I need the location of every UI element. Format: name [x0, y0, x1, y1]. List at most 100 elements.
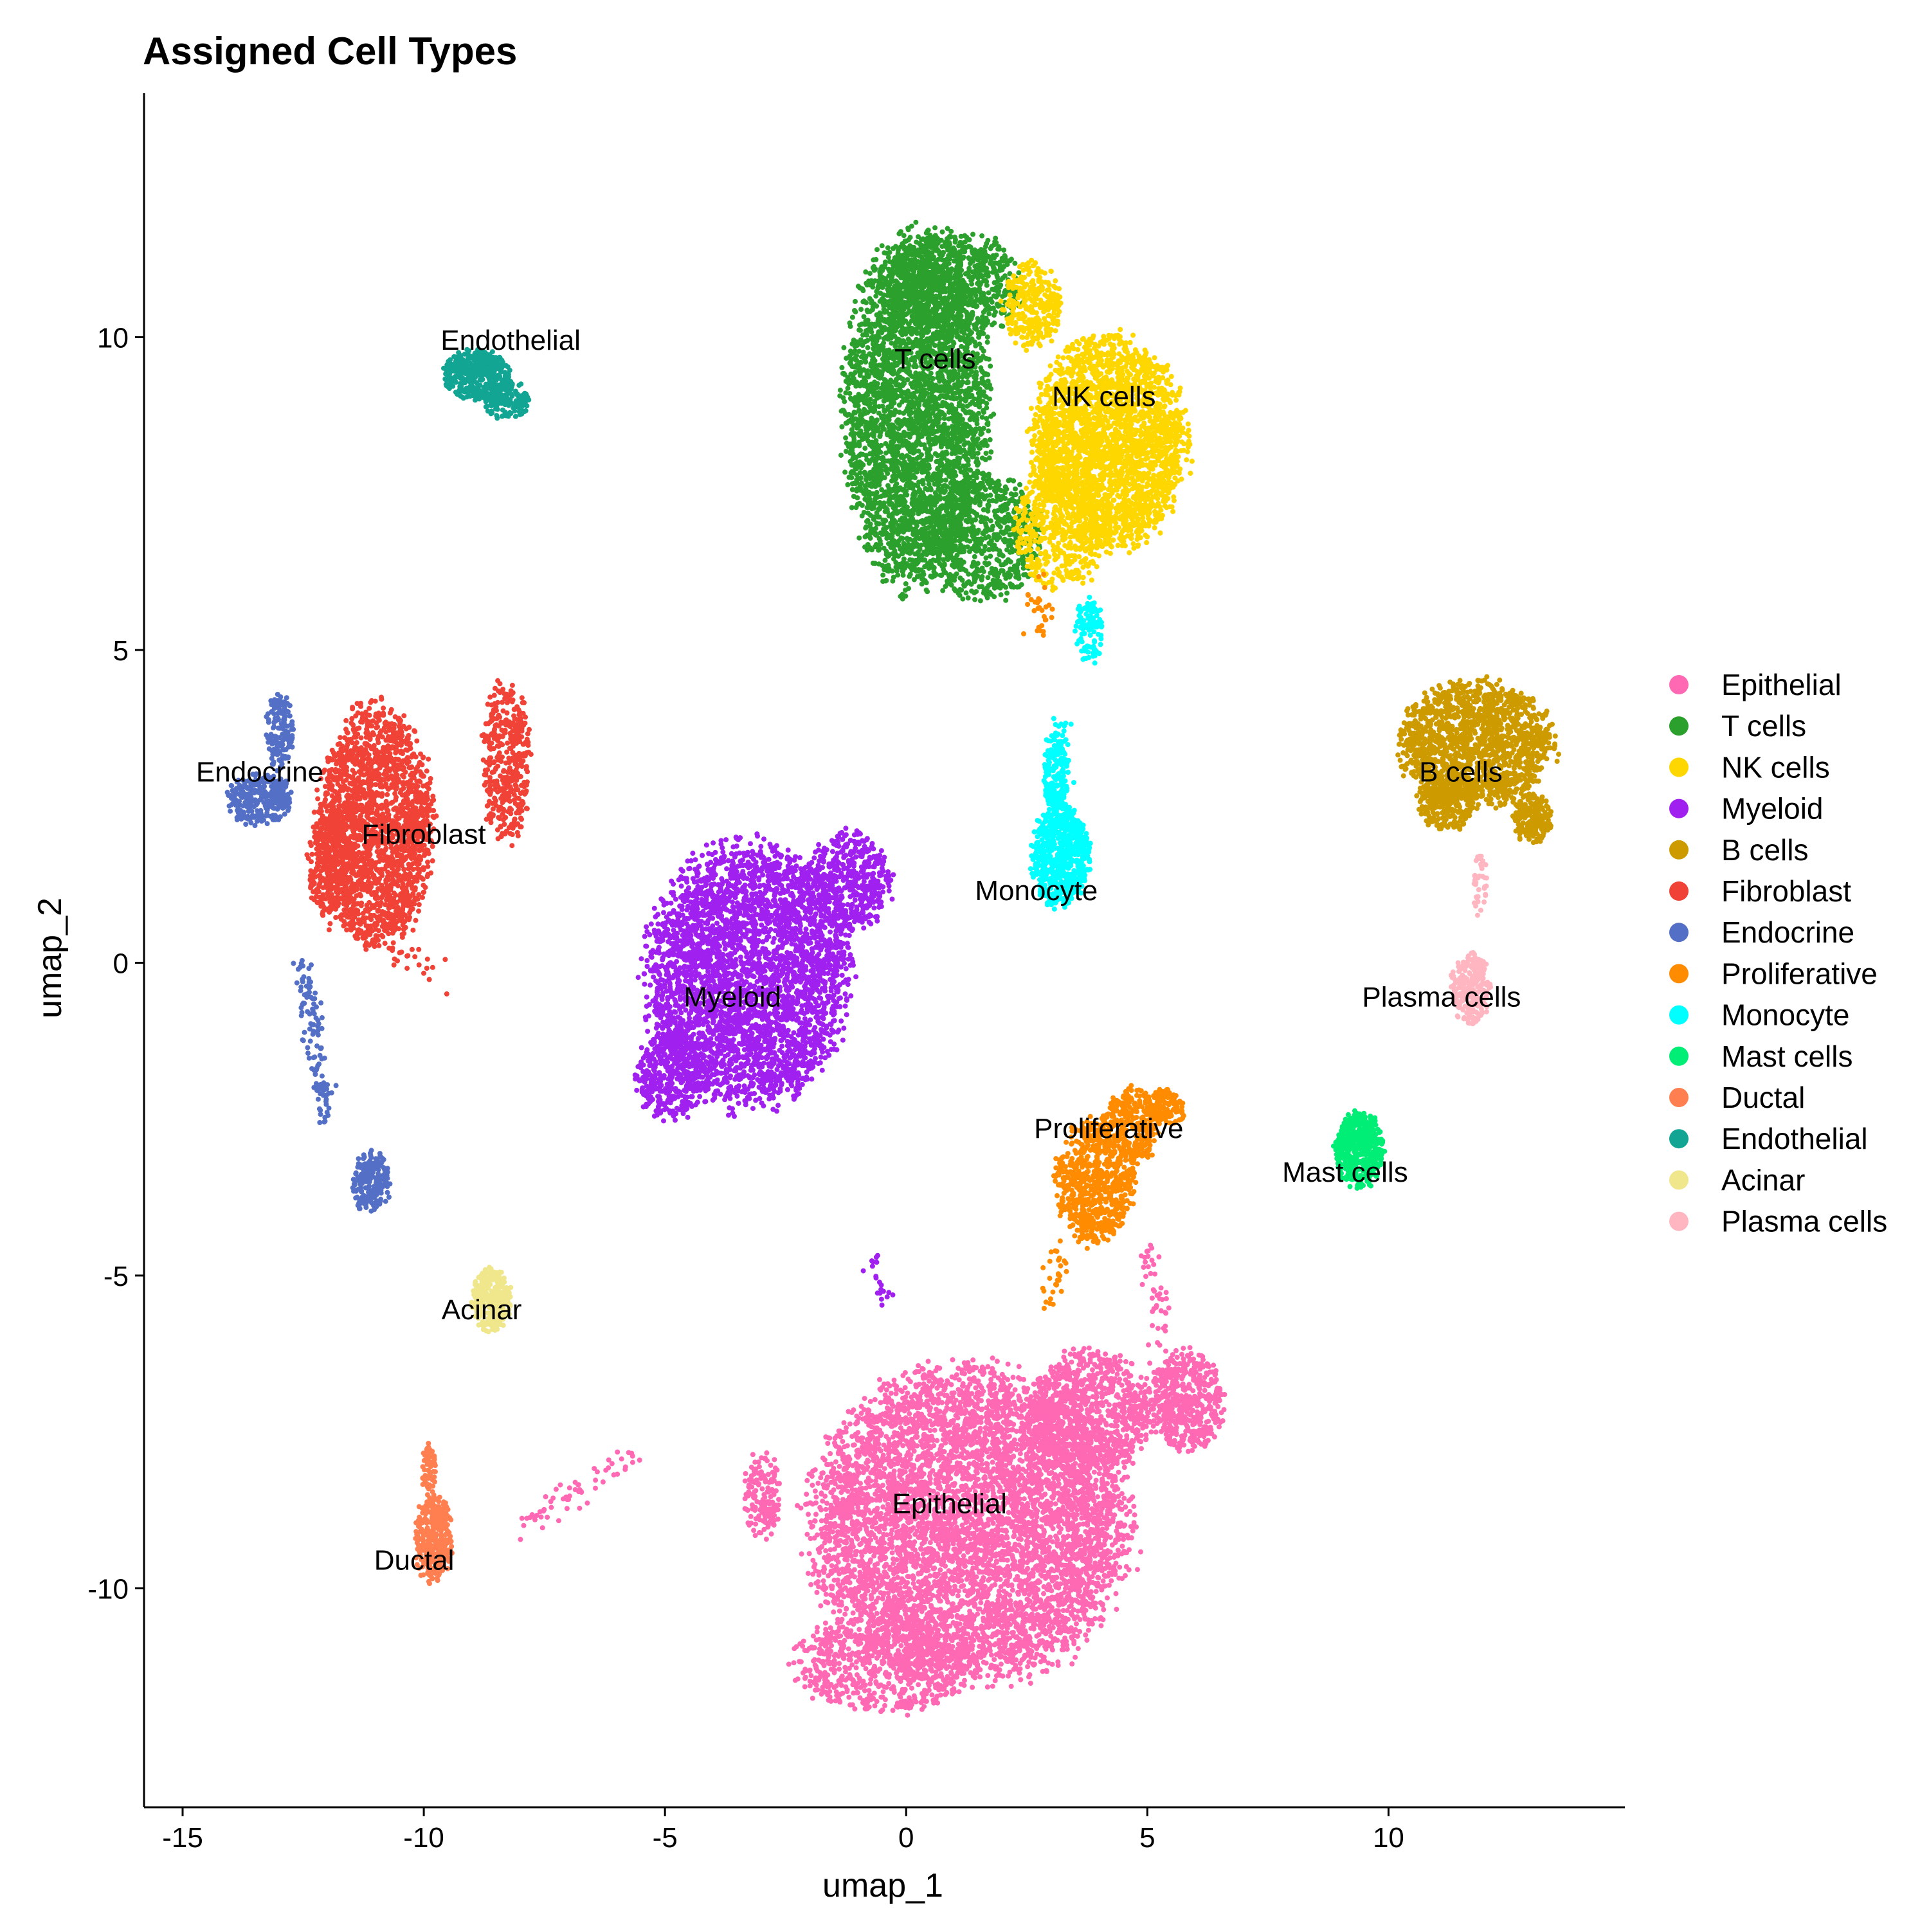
point: [959, 1598, 965, 1603]
point: [1029, 1611, 1035, 1617]
point: [914, 1369, 919, 1375]
point: [823, 1506, 829, 1512]
point: [886, 1451, 892, 1457]
point: [990, 1401, 996, 1407]
point: [1117, 1521, 1123, 1526]
point: [838, 1602, 844, 1608]
point: [985, 1673, 991, 1679]
point: [1026, 1674, 1031, 1680]
point: [1119, 1477, 1125, 1483]
point: [981, 1562, 986, 1568]
point: [1041, 1591, 1046, 1596]
point: [1017, 1451, 1023, 1457]
point: [811, 1564, 817, 1570]
point: [992, 1657, 997, 1663]
point: [1092, 1616, 1098, 1621]
point: [1091, 1469, 1097, 1475]
point: [988, 1474, 993, 1480]
point: [951, 1546, 957, 1552]
point: [954, 1372, 959, 1378]
point: [870, 1582, 876, 1587]
point: [1023, 1611, 1029, 1617]
point: [1055, 1659, 1061, 1665]
point: [862, 1602, 867, 1608]
point: [972, 1364, 977, 1370]
point: [965, 1384, 971, 1390]
point: [1056, 1497, 1062, 1503]
point: [1083, 1504, 1089, 1510]
point: [1031, 1626, 1037, 1632]
point: [1053, 1501, 1058, 1507]
point: [1042, 1607, 1047, 1612]
point: [1009, 1583, 1015, 1589]
point: [829, 1563, 835, 1569]
point: [1070, 1563, 1076, 1569]
point: [828, 1506, 833, 1512]
point: [1121, 1533, 1127, 1539]
point: [1084, 1602, 1090, 1607]
point: [1092, 1605, 1098, 1611]
point: [1056, 1530, 1062, 1535]
point: [937, 1598, 943, 1604]
point: [997, 1593, 1002, 1598]
point: [885, 1612, 891, 1618]
point: [1082, 1614, 1088, 1620]
point: [1046, 1660, 1051, 1666]
point: [837, 1463, 842, 1469]
point: [1096, 1616, 1102, 1622]
point: [883, 1396, 889, 1402]
point: [819, 1470, 825, 1476]
point: [914, 1561, 919, 1567]
point: [1059, 1569, 1065, 1575]
point: [867, 1421, 873, 1427]
point: [813, 1512, 819, 1517]
point: [1115, 1533, 1121, 1539]
point: [1116, 1575, 1122, 1581]
point: [927, 1474, 932, 1479]
point: [898, 1643, 904, 1648]
point: [819, 1491, 824, 1497]
point: [900, 1543, 906, 1549]
point: [1113, 1560, 1119, 1566]
point: [1004, 1389, 1010, 1395]
point: [1089, 1621, 1095, 1627]
point: [1020, 1619, 1026, 1625]
point: [916, 1382, 922, 1387]
point: [1026, 1463, 1031, 1468]
point: [835, 1582, 841, 1587]
point: [823, 1548, 829, 1553]
point: [1080, 1566, 1086, 1572]
point: [1093, 1477, 1099, 1483]
point: [854, 1479, 860, 1485]
point: [1091, 1497, 1096, 1503]
point: [1024, 1451, 1029, 1457]
point: [1008, 1382, 1013, 1388]
point: [939, 1400, 945, 1405]
point: [814, 1589, 820, 1595]
point: [810, 1483, 815, 1488]
point: [1037, 1468, 1042, 1474]
point: [938, 1422, 944, 1427]
point: [1038, 1597, 1043, 1603]
point: [849, 1506, 855, 1512]
point: [822, 1566, 828, 1572]
point: [1075, 1646, 1081, 1652]
point: [892, 1595, 898, 1601]
point: [1060, 1602, 1066, 1607]
point: [804, 1531, 810, 1537]
point: [878, 1448, 883, 1454]
point: [1100, 1578, 1106, 1584]
point: [1037, 1502, 1043, 1508]
point: [986, 1384, 992, 1389]
point: [1041, 1528, 1047, 1533]
point: [1001, 1439, 1007, 1445]
point: [818, 1603, 824, 1609]
point: [822, 1457, 828, 1463]
series-epithelial: [518, 1242, 1227, 1718]
point: [1004, 1607, 1010, 1613]
point: [1131, 1503, 1137, 1509]
point: [826, 1558, 831, 1564]
point: [874, 1488, 880, 1494]
point: [1048, 1500, 1054, 1506]
